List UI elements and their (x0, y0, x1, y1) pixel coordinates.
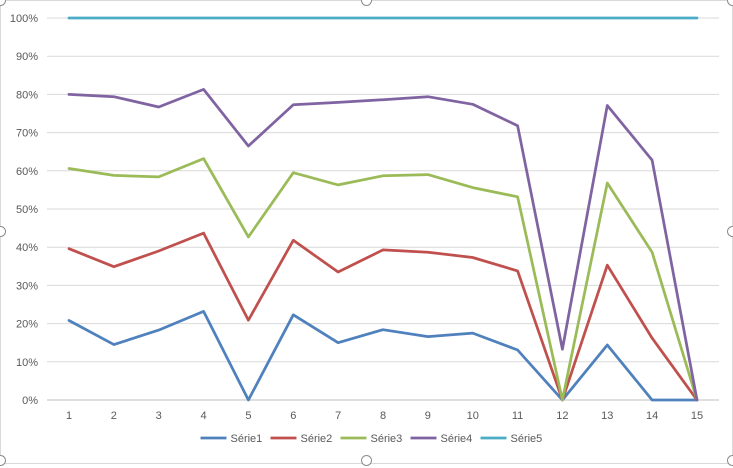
x-tick-label: 12 (556, 410, 568, 422)
x-tick-label: 1 (66, 410, 72, 422)
gridlines (47, 17, 719, 401)
legend-entry[interactable]: Série5 (480, 433, 543, 445)
resize-handle-top-right[interactable] (727, 0, 733, 6)
x-tick-label: 14 (646, 410, 658, 422)
legend-entry[interactable]: Série4 (410, 433, 473, 445)
series-line-3[interactable] (67, 157, 699, 402)
y-axis-tick-labels: 0% 10% 20% 30% 40% 50% 60% 70% 80% 90% 100% (10, 13, 38, 407)
y-tick-label: 20% (16, 319, 38, 331)
y-tick-label: 50% (16, 204, 38, 216)
x-tick-label: 6 (290, 410, 296, 422)
legend-label: Série3 (371, 433, 403, 445)
y-tick-label: 70% (16, 128, 38, 140)
x-tick-label: 7 (335, 410, 341, 422)
legend-label: Série1 (231, 433, 263, 445)
x-axis-tick-labels: 1 2 3 4 5 6 7 8 9 10 11 12 13 14 15 (66, 410, 703, 422)
x-tick-label: 11 (512, 410, 523, 422)
x-tick-label: 13 (601, 410, 613, 422)
x-tick-label: 4 (201, 410, 207, 422)
legend-label: Série5 (511, 433, 543, 445)
legend-entry[interactable]: Série2 (270, 433, 333, 445)
x-tick-label: 3 (156, 410, 162, 422)
y-tick-label: 10% (16, 357, 38, 369)
x-tick-label: 9 (425, 410, 431, 422)
x-tick-label: 10 (467, 410, 479, 422)
y-tick-label: 90% (16, 51, 38, 63)
legend-entry[interactable]: Série1 (200, 433, 263, 445)
y-tick-label: 60% (16, 166, 38, 178)
x-tick-label: 5 (245, 410, 251, 422)
resize-handle-bottom-middle[interactable] (361, 455, 372, 466)
y-tick-label: 80% (16, 89, 38, 101)
y-tick-label: 40% (16, 242, 38, 254)
series-line-4[interactable] (67, 88, 699, 402)
x-tick-label: 8 (380, 410, 386, 422)
plot-series (67, 16, 699, 402)
resize-handle-middle-right[interactable] (727, 226, 733, 237)
x-tick-label: 2 (111, 410, 117, 422)
y-tick-label: 30% (16, 280, 38, 292)
resize-handle-bottom-right[interactable] (727, 455, 733, 466)
legend-label: Série2 (301, 433, 333, 445)
legend: Série1 Série2 Série3 Série4 Série5 (200, 433, 543, 445)
series-line-1[interactable] (67, 310, 699, 402)
legend-label: Série4 (441, 433, 473, 445)
series-line-2[interactable] (67, 231, 699, 402)
legend-entry[interactable]: Série3 (340, 433, 403, 445)
x-tick-label: 15 (691, 410, 703, 422)
y-tick-label: 0% (22, 395, 38, 407)
y-tick-label: 100% (10, 13, 38, 25)
